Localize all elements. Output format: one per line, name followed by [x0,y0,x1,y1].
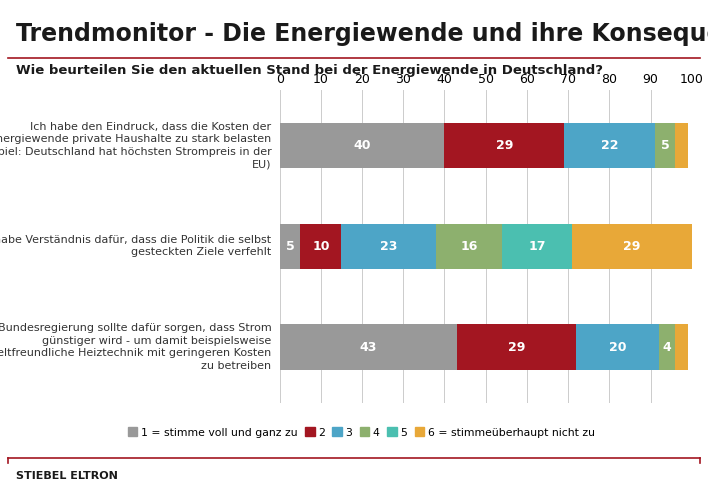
Text: 17: 17 [528,240,546,252]
Bar [436,224,502,269]
Bar [445,123,564,168]
Text: Ich habe Verständnis dafür, dass die Politik die selbst
gesteckten Ziele verfehl: Ich habe Verständnis dafür, dass die Pol… [0,235,271,258]
Bar [675,324,687,370]
Bar [457,324,576,370]
Text: 5: 5 [661,139,669,152]
Text: Die Bundesregierung sollte dafür sorgen, dass Strom
günstiger wird - um damit be: Die Bundesregierung sollte dafür sorgen,… [0,324,271,370]
Text: 29: 29 [508,340,525,353]
Bar [280,224,300,269]
Text: 4: 4 [663,340,671,353]
Text: 29: 29 [496,139,513,152]
Bar [502,224,572,269]
Text: 22: 22 [600,139,618,152]
Bar [280,324,457,370]
Bar [572,224,692,269]
Text: 43: 43 [360,340,377,353]
Bar [300,224,341,269]
Bar [655,123,675,168]
Text: 16: 16 [460,240,478,252]
Text: 23: 23 [380,240,398,252]
Text: 20: 20 [609,340,627,353]
Legend: 1 = stimme voll und ganz zu, 2, 3, 4, 5, 6 = stimmeüberhaupt nicht zu: 1 = stimme voll und ganz zu, 2, 3, 4, 5,… [127,428,595,438]
Bar [576,324,658,370]
Bar [280,123,445,168]
Text: 5: 5 [285,240,295,252]
Text: Ich habe den Eindruck, dass die Kosten der
Energiewende private Haushalte zu sta: Ich habe den Eindruck, dass die Kosten d… [0,122,271,169]
Text: Wie beurteilen Sie den aktuellen Stand bei der Energiewende in Deutschland?: Wie beurteilen Sie den aktuellen Stand b… [16,64,603,77]
Text: Trendmonitor - Die Energiewende und ihre Konsequenzen: Trendmonitor - Die Energiewende und ihre… [16,22,708,46]
Bar [658,324,675,370]
Text: 10: 10 [312,240,330,252]
Text: STIEBEL ELTRON: STIEBEL ELTRON [16,471,118,481]
Text: 40: 40 [353,139,371,152]
Bar [675,123,687,168]
Text: 29: 29 [623,240,641,252]
Bar [341,224,436,269]
Bar [564,123,655,168]
